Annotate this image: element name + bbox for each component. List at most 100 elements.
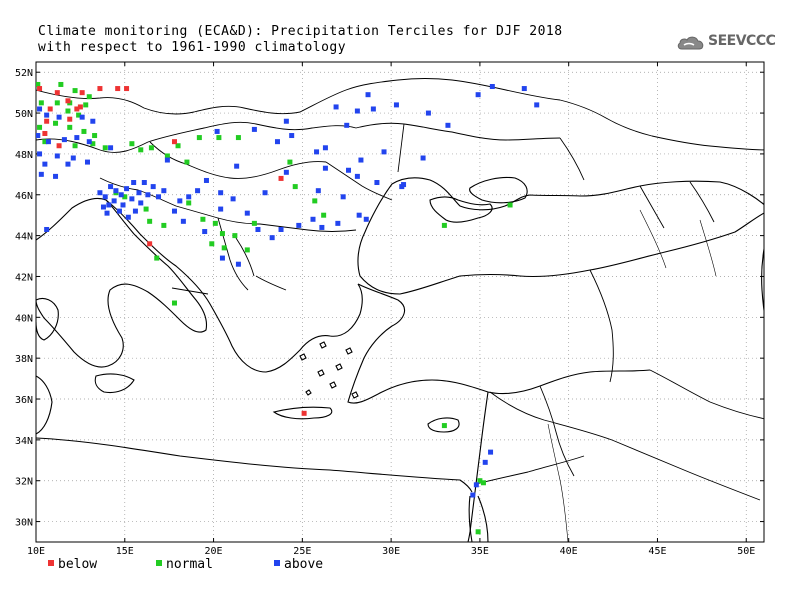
station-point-above bbox=[70, 155, 76, 161]
station-point-normal bbox=[287, 159, 293, 165]
station-point-normal bbox=[171, 300, 177, 306]
station-point-above bbox=[42, 161, 48, 167]
station-point-normal bbox=[219, 231, 225, 237]
station-point-normal bbox=[480, 480, 486, 486]
station-point-above bbox=[370, 106, 376, 112]
axis-ticks: 10E 15E 20E 25E 30E 35E 40E 45E 50E 52N 50N 48N 46N 4… bbox=[15, 62, 764, 557]
egypt-coast bbox=[36, 437, 473, 493]
station-point-above bbox=[381, 149, 387, 155]
station-point-above bbox=[100, 204, 106, 210]
station-point-above bbox=[310, 216, 316, 222]
station-point-below bbox=[37, 86, 43, 92]
station-point-normal bbox=[507, 202, 513, 208]
legend-label-above: above bbox=[284, 557, 324, 572]
station-point-above bbox=[129, 196, 135, 202]
rivers bbox=[547, 209, 717, 542]
station-point-above bbox=[195, 188, 201, 194]
station-point-above bbox=[534, 102, 540, 108]
station-point-above bbox=[132, 208, 138, 214]
station-point-above bbox=[138, 200, 144, 206]
station-point-above bbox=[97, 190, 103, 196]
station-point-normal bbox=[186, 200, 192, 206]
sicily-coast bbox=[94, 373, 135, 394]
station-point-above bbox=[111, 198, 117, 204]
station-point-above bbox=[262, 190, 268, 196]
station-point-normal bbox=[164, 153, 170, 159]
levant-coast bbox=[467, 391, 489, 542]
station-point-above bbox=[164, 157, 170, 163]
station-point-below bbox=[74, 106, 80, 112]
station-point-above bbox=[113, 188, 119, 194]
station-point-normal bbox=[65, 108, 71, 114]
station-point-above bbox=[44, 112, 50, 118]
x-tick-label: 50E bbox=[737, 546, 755, 557]
station-point-above bbox=[116, 208, 122, 214]
station-point-below bbox=[301, 410, 307, 416]
cyprus-coast bbox=[427, 417, 460, 433]
station-point-below bbox=[77, 104, 83, 110]
station-point-normal bbox=[244, 247, 250, 253]
station-point-above bbox=[333, 104, 339, 110]
station-point-above bbox=[230, 196, 236, 202]
station-point-normal bbox=[212, 220, 218, 226]
station-point-above bbox=[108, 184, 114, 190]
x-tick-label: 25E bbox=[293, 546, 311, 557]
station-point-above bbox=[214, 128, 220, 134]
station-point-below bbox=[47, 106, 53, 112]
station-point-above bbox=[269, 235, 275, 241]
station-point-normal bbox=[67, 124, 73, 130]
station-point-normal bbox=[42, 139, 48, 145]
station-point-above bbox=[106, 202, 112, 208]
station-point-normal bbox=[209, 241, 215, 247]
station-point-above bbox=[315, 188, 321, 194]
caspian-coast bbox=[761, 245, 764, 315]
y-tick-label: 42N bbox=[15, 272, 33, 283]
y-tick-label: 38N bbox=[15, 354, 33, 365]
station-point-above bbox=[131, 180, 137, 186]
station-point-above bbox=[118, 192, 124, 198]
station-point-below bbox=[124, 86, 130, 92]
y-tick-label: 50N bbox=[15, 109, 33, 120]
station-point-below bbox=[147, 241, 153, 247]
station-point-normal bbox=[441, 222, 447, 228]
plot-frame bbox=[35, 61, 765, 543]
legend-swatch-normal bbox=[156, 560, 162, 566]
station-point-above bbox=[488, 449, 494, 455]
station-point-normal bbox=[251, 220, 257, 226]
station-point-above bbox=[278, 226, 284, 232]
station-point-normal bbox=[36, 81, 41, 87]
station-point-above bbox=[104, 210, 110, 216]
station-point-above bbox=[340, 194, 346, 200]
station-point-normal bbox=[92, 133, 98, 139]
station-point-normal bbox=[58, 81, 64, 87]
station-point-above bbox=[38, 171, 44, 177]
station-point-above bbox=[358, 157, 364, 163]
station-point-above bbox=[393, 102, 399, 108]
station-point-above bbox=[37, 106, 43, 112]
station-point-normal bbox=[196, 135, 202, 141]
y-tick-label: 46N bbox=[15, 191, 33, 202]
station-point-above bbox=[218, 190, 224, 196]
station-point-above bbox=[54, 153, 60, 159]
legend-label-normal: normal bbox=[166, 557, 213, 572]
black-sea-coast bbox=[357, 177, 764, 295]
station-point-normal bbox=[184, 159, 190, 165]
x-tick-label: 15E bbox=[116, 546, 134, 557]
station-point-below bbox=[44, 118, 50, 124]
station-point-normal bbox=[122, 194, 128, 200]
y-tick-label: 32N bbox=[15, 477, 33, 488]
station-point-below bbox=[42, 130, 48, 136]
x-tick-label: 30E bbox=[382, 546, 400, 557]
y-tick-label: 40N bbox=[15, 313, 33, 324]
station-point-above bbox=[244, 210, 250, 216]
station-point-normal bbox=[221, 245, 227, 251]
station-point-above bbox=[186, 194, 192, 200]
y-tick-label: 36N bbox=[15, 395, 33, 406]
station-point-below bbox=[115, 86, 121, 92]
station-point-normal bbox=[147, 218, 153, 224]
station-point-above bbox=[102, 194, 108, 200]
station-point-below bbox=[171, 139, 177, 145]
aegean-anatolia-coast bbox=[347, 283, 651, 404]
crete-coast bbox=[272, 406, 333, 420]
